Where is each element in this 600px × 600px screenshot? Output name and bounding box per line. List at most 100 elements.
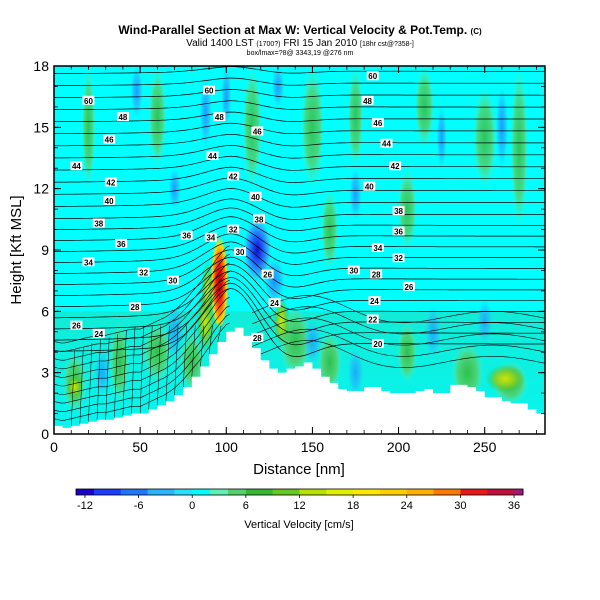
contour-label: 20	[371, 339, 384, 349]
svg-text:32: 32	[139, 268, 148, 277]
svg-text:46: 46	[373, 119, 382, 128]
x-tick-label: 100	[215, 439, 239, 455]
contour-label: 46	[251, 126, 264, 136]
chart-subtitle: Valid 1400 LST (1700?) FRI 15 Jan 2010 […	[186, 38, 414, 49]
y-tick-label: 3	[41, 365, 49, 381]
svg-text:42: 42	[106, 179, 115, 188]
svg-text:30: 30	[349, 266, 358, 275]
colorbar-segment	[478, 489, 488, 495]
svg-text:30: 30	[236, 248, 245, 257]
colorbar-segment	[299, 489, 309, 495]
svg-text:48: 48	[215, 113, 224, 122]
x-axis: 0 50 100 150 200 250	[50, 66, 537, 455]
colorbar-segment	[102, 489, 113, 495]
x-axis-label: Distance [nm]	[253, 461, 345, 478]
colorbar-segment	[442, 489, 452, 495]
colorbar-segment	[165, 489, 175, 495]
y-tick-label: 18	[33, 58, 49, 74]
y-tick-label: 0	[41, 426, 49, 442]
contour-label: 40	[249, 191, 262, 202]
contour-label: 48	[361, 95, 374, 106]
svg-text:26: 26	[72, 322, 81, 331]
contour-label: 24	[92, 328, 105, 339]
colorbar-tick-label: -6	[134, 500, 144, 512]
svg-text:60: 60	[205, 87, 214, 96]
colorbar-segment	[219, 489, 229, 495]
colorbar-segment	[388, 489, 399, 495]
contour-label: 28	[128, 302, 141, 312]
colorbar-segment	[76, 489, 86, 495]
contour-label: 24	[368, 296, 381, 306]
svg-text:60: 60	[368, 72, 377, 81]
svg-text:28: 28	[131, 303, 140, 312]
colorbar-segment	[415, 489, 426, 495]
contour-label: 44	[70, 161, 83, 171]
contour-label: 36	[115, 238, 128, 249]
colorbar-segment	[317, 489, 327, 495]
x-tick-label: 200	[387, 439, 411, 455]
svg-text:36: 36	[394, 228, 403, 237]
contour-label: 36	[180, 230, 193, 241]
colorbar-tick-label: 24	[401, 500, 413, 512]
colorbar-segment	[272, 489, 283, 495]
colorbar-tick-label: 0	[189, 500, 195, 512]
contour-label: 28	[370, 269, 383, 280]
colorbar-segment	[84, 489, 95, 495]
contour-label: 32	[137, 267, 150, 277]
chart-title: Wind-Parallel Section at Max W: Vertical…	[118, 23, 482, 37]
colorbar: -12 -6 0 6 12 18 24 30 36	[75, 488, 524, 512]
svg-text:26: 26	[404, 283, 413, 292]
colorbar-segment	[460, 489, 470, 495]
contour-label: 36	[392, 226, 405, 237]
svg-text:20: 20	[373, 340, 382, 349]
colorbar-segment	[451, 489, 461, 495]
colorbar-segment	[290, 489, 300, 495]
svg-text:32: 32	[394, 254, 403, 263]
colorbar-segment	[397, 489, 408, 495]
contour-label: 34	[204, 232, 217, 243]
terrain	[54, 327, 545, 434]
svg-text:28: 28	[253, 334, 262, 343]
colorbar-segment	[120, 489, 131, 495]
contour-label: 40	[103, 195, 116, 206]
svg-text:40: 40	[105, 197, 114, 206]
contour-label: 30	[347, 265, 360, 275]
colorbar-segment	[433, 489, 444, 495]
colorbar-segment	[236, 489, 247, 495]
colorbar-segment	[111, 489, 122, 495]
contour-label: 42	[227, 171, 240, 181]
svg-text:48: 48	[363, 97, 372, 106]
svg-text:40: 40	[251, 193, 260, 202]
colorbar-label: Vertical Velocity [cm/s]	[244, 519, 353, 531]
colorbar-segment	[326, 489, 336, 495]
contour-labels: 60 60 60 48 48 48 46 46 46 44 44 44 42 42 42 40 40 40 38 38…	[70, 71, 415, 349]
svg-text:22: 22	[368, 316, 377, 325]
colorbar-segment	[156, 489, 166, 495]
contour-label: 46	[371, 118, 384, 128]
colorbar-segment	[371, 489, 381, 495]
colorbar-segment	[406, 489, 417, 495]
colorbar-segment	[496, 489, 506, 495]
svg-text:44: 44	[72, 162, 81, 171]
colorbar-segment	[487, 489, 497, 495]
contour-label: 32	[227, 224, 240, 235]
svg-text:46: 46	[253, 127, 262, 136]
contour-label: 38	[392, 206, 405, 216]
x-tick-label: 0	[50, 439, 58, 455]
colorbar-segment	[147, 489, 157, 495]
colorbar-segment	[424, 489, 435, 495]
x-tick-label: 150	[301, 439, 325, 455]
svg-text:40: 40	[365, 183, 374, 192]
colorbar-segment	[308, 489, 318, 495]
colorbar-segment	[192, 489, 202, 495]
svg-text:24: 24	[270, 299, 279, 308]
contour-label: 22	[366, 314, 379, 325]
colorbar-segment	[362, 489, 372, 495]
svg-text:48: 48	[118, 113, 127, 122]
y-axis-label: Height [Kft MSL]	[8, 195, 25, 304]
svg-text:38: 38	[94, 219, 103, 228]
colorbar-tick-label: -12	[77, 500, 93, 512]
colorbar-tick-label: 18	[347, 500, 359, 512]
svg-text:32: 32	[229, 226, 238, 235]
